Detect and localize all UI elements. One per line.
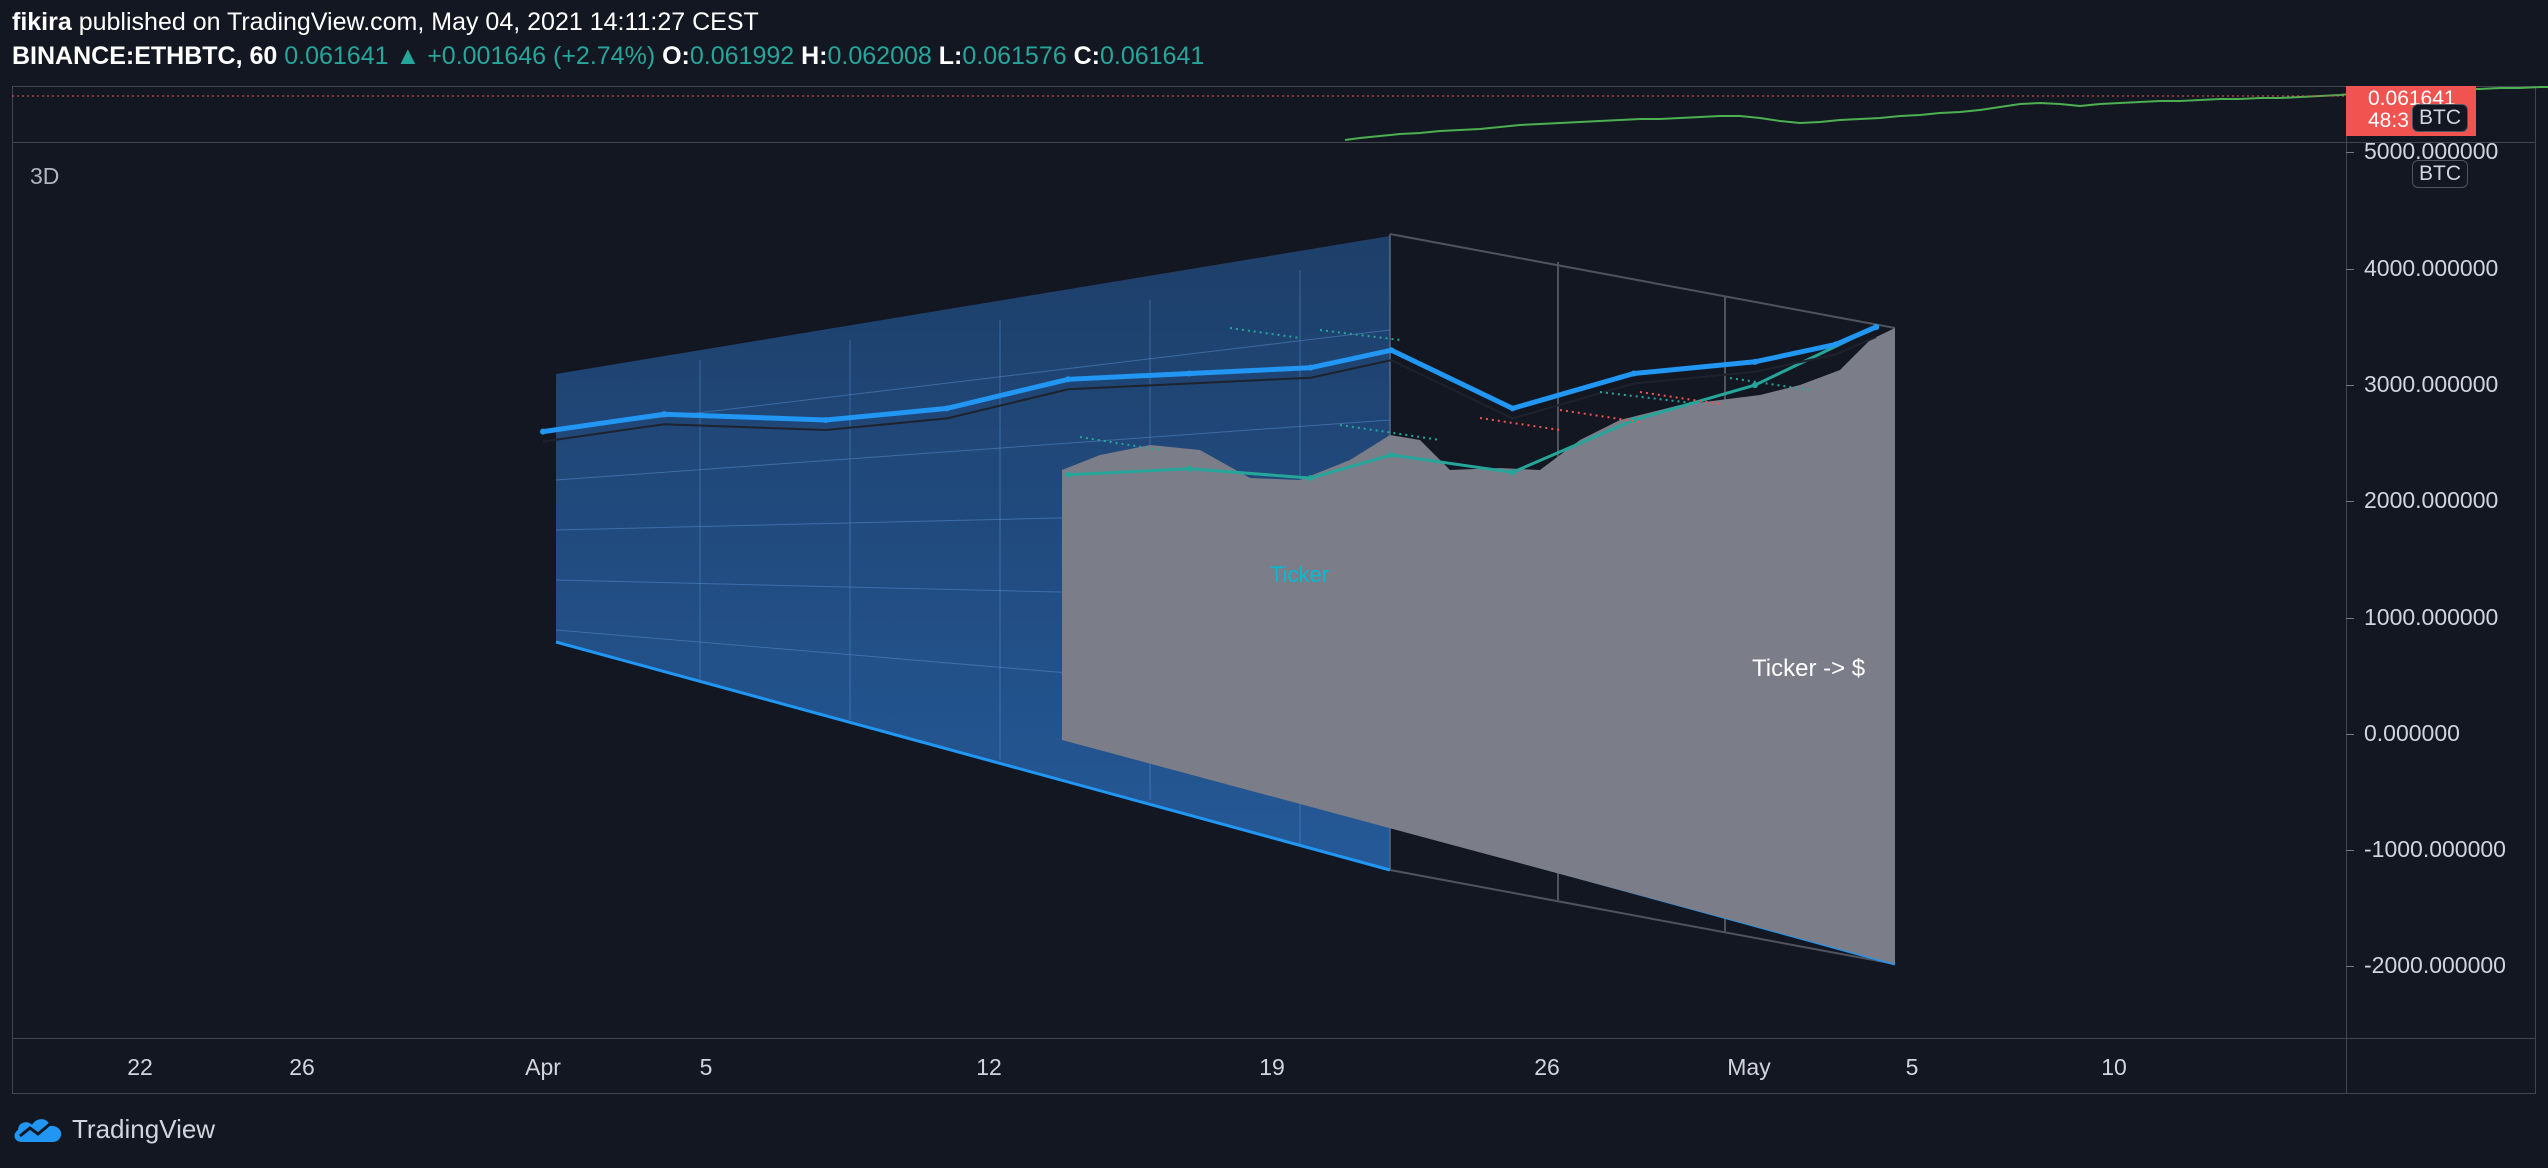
gray-ticker-panel (1062, 328, 1895, 964)
series-2-point (1065, 471, 1072, 478)
series-1-point (1630, 370, 1637, 377)
dotted-markers (1079, 327, 1811, 451)
y-tick-mark (2346, 618, 2354, 619)
close-value: 0.061641 (1099, 42, 1205, 70)
open-value: 0.061992 (689, 42, 795, 70)
ticker-label: Ticker (1270, 562, 1329, 587)
y-tick-mark (2346, 269, 2354, 270)
y-tick: 2000.000000 (2364, 487, 2499, 513)
high-label: H: (801, 42, 828, 70)
y-tick-mark (2346, 850, 2354, 851)
y-tick-mark (2346, 385, 2354, 386)
pane-label[interactable]: 3D (30, 163, 60, 189)
published-text: published on TradingView.com, May 04, 20… (78, 8, 759, 36)
open-label: O: (662, 42, 690, 70)
price-axis-border (2346, 86, 2347, 1094)
y-tick: 4000.000000 (2364, 255, 2499, 281)
y-tick-mark (2346, 966, 2354, 967)
x-tick: May (1727, 1054, 1771, 1080)
x-tick: 12 (976, 1054, 1002, 1080)
series-1-shadow (542, 335, 1877, 443)
x-tick: Apr (525, 1054, 561, 1080)
series-2-point (1752, 382, 1758, 389)
y-tick-mark (2346, 152, 2354, 153)
symbol-name[interactable]: BINANCE:ETHBTC, 60 (12, 42, 278, 70)
series-2-point (1307, 475, 1314, 482)
y-tick: 3000.000000 (2364, 371, 2499, 397)
tradingview-logo[interactable]: TradingView (12, 1112, 215, 1146)
series-2-point (1388, 451, 1395, 458)
y-tick: -2000.000000 (2364, 952, 2506, 978)
time-axis-border (12, 1038, 2536, 1039)
price-tag-countdown: 48:3 (2368, 109, 2409, 132)
main-pane-price-line (1344, 86, 2548, 141)
author-name[interactable]: fikira (12, 8, 72, 36)
price-change: +0.001646 (+2.74%) (427, 42, 656, 70)
last-price: 0.061641 (284, 42, 389, 70)
series-1-point (1832, 341, 1839, 348)
currency-label-pane[interactable]: BTC (2412, 160, 2468, 188)
x-tick: 5 (699, 1054, 713, 1080)
pane-separator[interactable] (12, 142, 2536, 143)
x-tick: 22 (127, 1054, 153, 1080)
series-2-point (1509, 469, 1516, 476)
blue-panel-bottom-edge (555, 640, 1391, 872)
series-1-point (822, 416, 829, 423)
high-value: 0.062008 (827, 42, 932, 70)
y-tick: 5000.000000 (2364, 138, 2499, 164)
series-1-point (1307, 364, 1314, 371)
triangle-up-icon: ▲ (395, 42, 421, 70)
y-tick-mark (2346, 734, 2354, 735)
symbol-legend: BINANCE:ETHBTC, 60 0.061641 ▲ +0.001646 … (12, 42, 1204, 71)
series-1-point (540, 428, 546, 435)
low-value: 0.061576 (962, 42, 1067, 70)
x-tick: 26 (289, 1054, 315, 1080)
series-2-point (1186, 465, 1193, 472)
series-1-point (1873, 323, 1880, 330)
y-tick: -1000.000000 (2364, 836, 2506, 862)
y-tick-mark (2346, 501, 2354, 502)
close-label: C: (1073, 42, 1100, 70)
series-1-point (661, 411, 668, 418)
blue-ticker-series (540, 323, 1880, 443)
publish-header: fikira published on TradingView.com, May… (12, 8, 759, 37)
series-1-point (1388, 347, 1395, 354)
series-1-point (1509, 405, 1516, 412)
series-2-line (1068, 325, 1877, 480)
currency-label-top[interactable]: BTC (2412, 104, 2468, 132)
y-tick: 0.000000 (2364, 720, 2460, 746)
ticker-dollar-label: Ticker -> $ (1752, 655, 1865, 682)
series-1-point (944, 405, 950, 412)
x-tick: 10 (2101, 1054, 2127, 1080)
chart-frame[interactable] (12, 86, 2536, 1094)
low-label: L: (938, 42, 963, 70)
x-tick: 26 (1534, 1054, 1560, 1080)
tradingview-cloud-icon (14, 1119, 62, 1142)
x-tick: 5 (1905, 1054, 1919, 1080)
y-tick: 1000.000000 (2364, 604, 2499, 630)
x-tick: 19 (1259, 1054, 1285, 1080)
series-1-point (1186, 370, 1193, 377)
tradingview-name: TradingView (72, 1113, 216, 1144)
series-1-point (1752, 358, 1758, 365)
series-1-point (1065, 376, 1072, 383)
